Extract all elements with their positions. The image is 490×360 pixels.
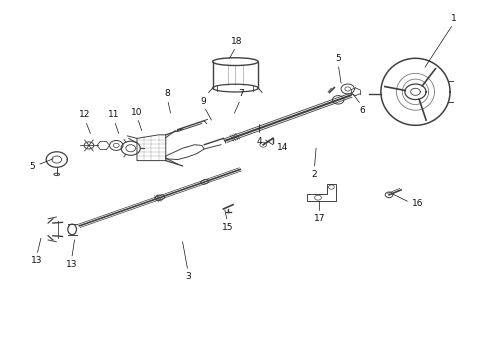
- Text: 13: 13: [66, 260, 77, 269]
- Text: 13: 13: [31, 256, 42, 265]
- Text: 3: 3: [185, 273, 191, 282]
- Text: 18: 18: [231, 36, 243, 45]
- Text: 7: 7: [238, 89, 244, 98]
- Text: 9: 9: [200, 96, 206, 105]
- Text: 16: 16: [412, 199, 423, 208]
- Text: 14: 14: [277, 143, 289, 152]
- Text: 17: 17: [314, 214, 325, 223]
- Text: 5: 5: [335, 54, 341, 63]
- Text: 12: 12: [79, 111, 91, 120]
- Text: 15: 15: [222, 223, 233, 232]
- Text: 1: 1: [451, 14, 457, 23]
- Text: 5: 5: [29, 162, 35, 171]
- Text: 4: 4: [257, 136, 262, 145]
- Text: 8: 8: [164, 89, 170, 98]
- Text: 11: 11: [108, 111, 120, 120]
- Text: 2: 2: [312, 170, 317, 179]
- Text: 10: 10: [131, 108, 143, 117]
- Text: 6: 6: [359, 106, 365, 115]
